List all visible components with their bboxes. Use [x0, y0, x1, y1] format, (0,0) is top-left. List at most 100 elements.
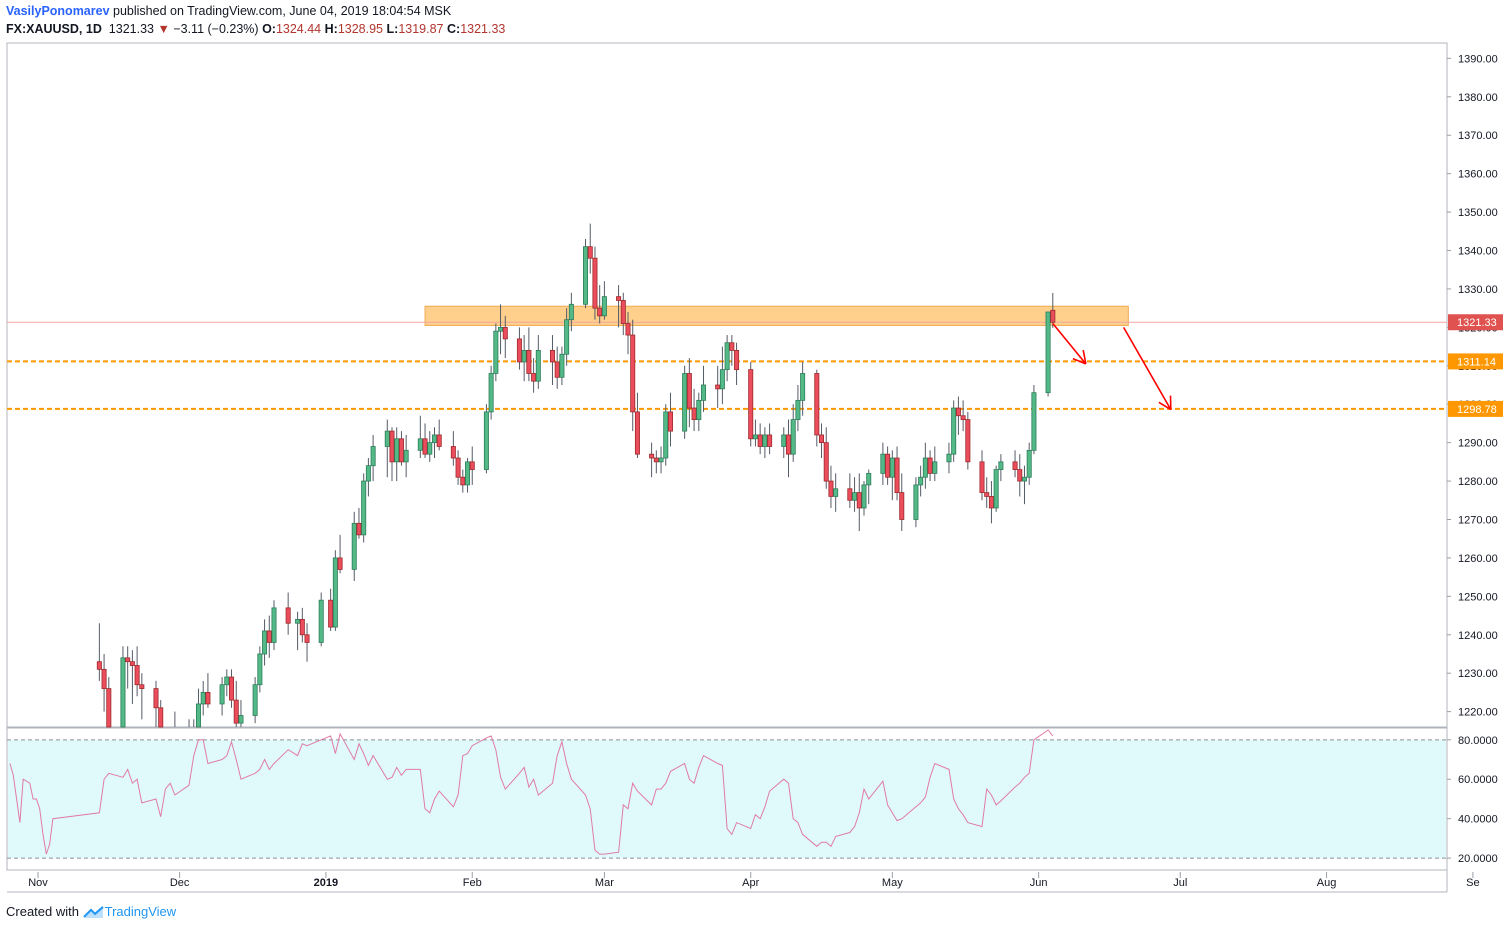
candle-body — [96, 661, 102, 670]
candle-body — [394, 438, 400, 463]
price-tick-label: 1380.00 — [1458, 92, 1498, 104]
price-tick-label: 1350.00 — [1458, 207, 1498, 219]
price-label: 1321.33 — [1457, 317, 1497, 329]
candle-body — [139, 684, 145, 689]
candle-body — [370, 446, 376, 467]
rsi-line — [9, 729, 1054, 855]
candle-body — [620, 300, 626, 324]
candle-body — [634, 411, 640, 455]
candle-body — [1031, 392, 1037, 451]
candle-body — [653, 457, 659, 463]
tradingview-brand[interactable]: TradingView — [104, 904, 177, 919]
high-label: H: — [324, 22, 338, 36]
candle-body — [752, 434, 758, 440]
time-tick-label: Se — [1466, 877, 1479, 889]
candle-body — [630, 334, 636, 413]
candle-body — [734, 350, 740, 371]
candle-body — [724, 342, 730, 371]
candle-body — [719, 369, 725, 390]
candle-body — [649, 453, 655, 459]
candle-body — [894, 457, 900, 493]
candle-body — [984, 492, 990, 497]
candle-body — [767, 434, 773, 447]
candle-body — [583, 246, 589, 305]
candle-body — [488, 373, 494, 413]
candle-body — [833, 488, 839, 497]
price-change: −3.11 (−0.23%) — [173, 22, 259, 36]
candle-body — [951, 407, 957, 455]
author-link[interactable]: VasilyPonomarev — [6, 4, 110, 18]
candle-body — [988, 496, 994, 509]
candle-body — [922, 457, 928, 478]
time-tick-label: May — [882, 877, 903, 889]
candle-body — [351, 522, 357, 570]
candle-body — [304, 634, 310, 643]
candle-body — [667, 411, 673, 432]
arrow-head — [1158, 401, 1172, 411]
candle-body — [403, 449, 409, 463]
open-value: 1324.44 — [275, 22, 322, 36]
candle-body — [332, 557, 338, 628]
candle-body — [436, 434, 442, 447]
candle-body — [998, 461, 1004, 470]
candle-body — [1017, 469, 1023, 482]
candle-body — [814, 373, 820, 436]
candle-body — [328, 599, 334, 628]
candle-body — [384, 430, 390, 447]
down-triangle-icon: ▼ — [157, 22, 170, 36]
price-tick-label: 1290.00 — [1458, 438, 1498, 450]
candle-body — [795, 399, 801, 420]
candle-body — [715, 384, 721, 390]
candle-body — [285, 607, 291, 624]
candle-body — [295, 619, 301, 624]
rsi-tick-label: 20.0000 — [1458, 853, 1498, 865]
price-tick-label: 1220.00 — [1458, 707, 1498, 719]
candle-body — [757, 434, 763, 447]
rsi-tick-label: 40.0000 — [1458, 814, 1498, 826]
price-label: 1311.14 — [1457, 356, 1496, 368]
price-label-box — [1448, 400, 1503, 417]
price-tick-label: 1360.00 — [1458, 169, 1498, 181]
candle-body — [819, 434, 825, 444]
time-tick-label: Mar — [595, 877, 614, 889]
candle-body — [483, 411, 489, 470]
rsi-band — [8, 739, 1446, 859]
candle-body — [502, 326, 508, 340]
candle-body — [455, 457, 461, 478]
candle-body — [337, 557, 343, 570]
time-tick-label: 2019 — [314, 877, 338, 889]
candle-body — [252, 684, 258, 716]
candle-body — [106, 688, 112, 728]
low-label: L: — [386, 22, 399, 36]
candle-body — [356, 522, 362, 536]
time-tick-label: Apr — [742, 877, 759, 889]
candle-body — [262, 630, 268, 655]
candle-body — [932, 461, 938, 474]
candle-body — [564, 319, 570, 355]
candle-body — [866, 472, 872, 486]
candle-body — [531, 373, 537, 382]
time-tick-label: Aug — [1317, 877, 1337, 889]
high-value: 1328.95 — [337, 22, 384, 36]
candle-body — [852, 492, 858, 501]
candle-body — [880, 453, 886, 474]
candle-body — [568, 303, 574, 321]
candle-body — [465, 461, 471, 486]
time-tick-label: Dec — [170, 877, 190, 889]
candle-body — [847, 488, 853, 501]
footer: Created with TradingView — [6, 904, 176, 919]
candle-body — [158, 707, 164, 728]
price-tick-label: 1230.00 — [1458, 668, 1498, 680]
candle-body — [271, 607, 277, 643]
candle-body — [101, 668, 107, 689]
price-label-box — [1448, 314, 1503, 331]
candle-body — [663, 411, 669, 459]
time-tick-label: Jul — [1173, 877, 1187, 889]
time-tick-label: Nov — [28, 877, 48, 889]
down-arrow-line — [1052, 323, 1087, 365]
tradingview-logo-icon — [82, 905, 104, 918]
candle-body — [696, 399, 702, 420]
candle-body — [790, 419, 796, 455]
candle-body — [554, 361, 560, 378]
